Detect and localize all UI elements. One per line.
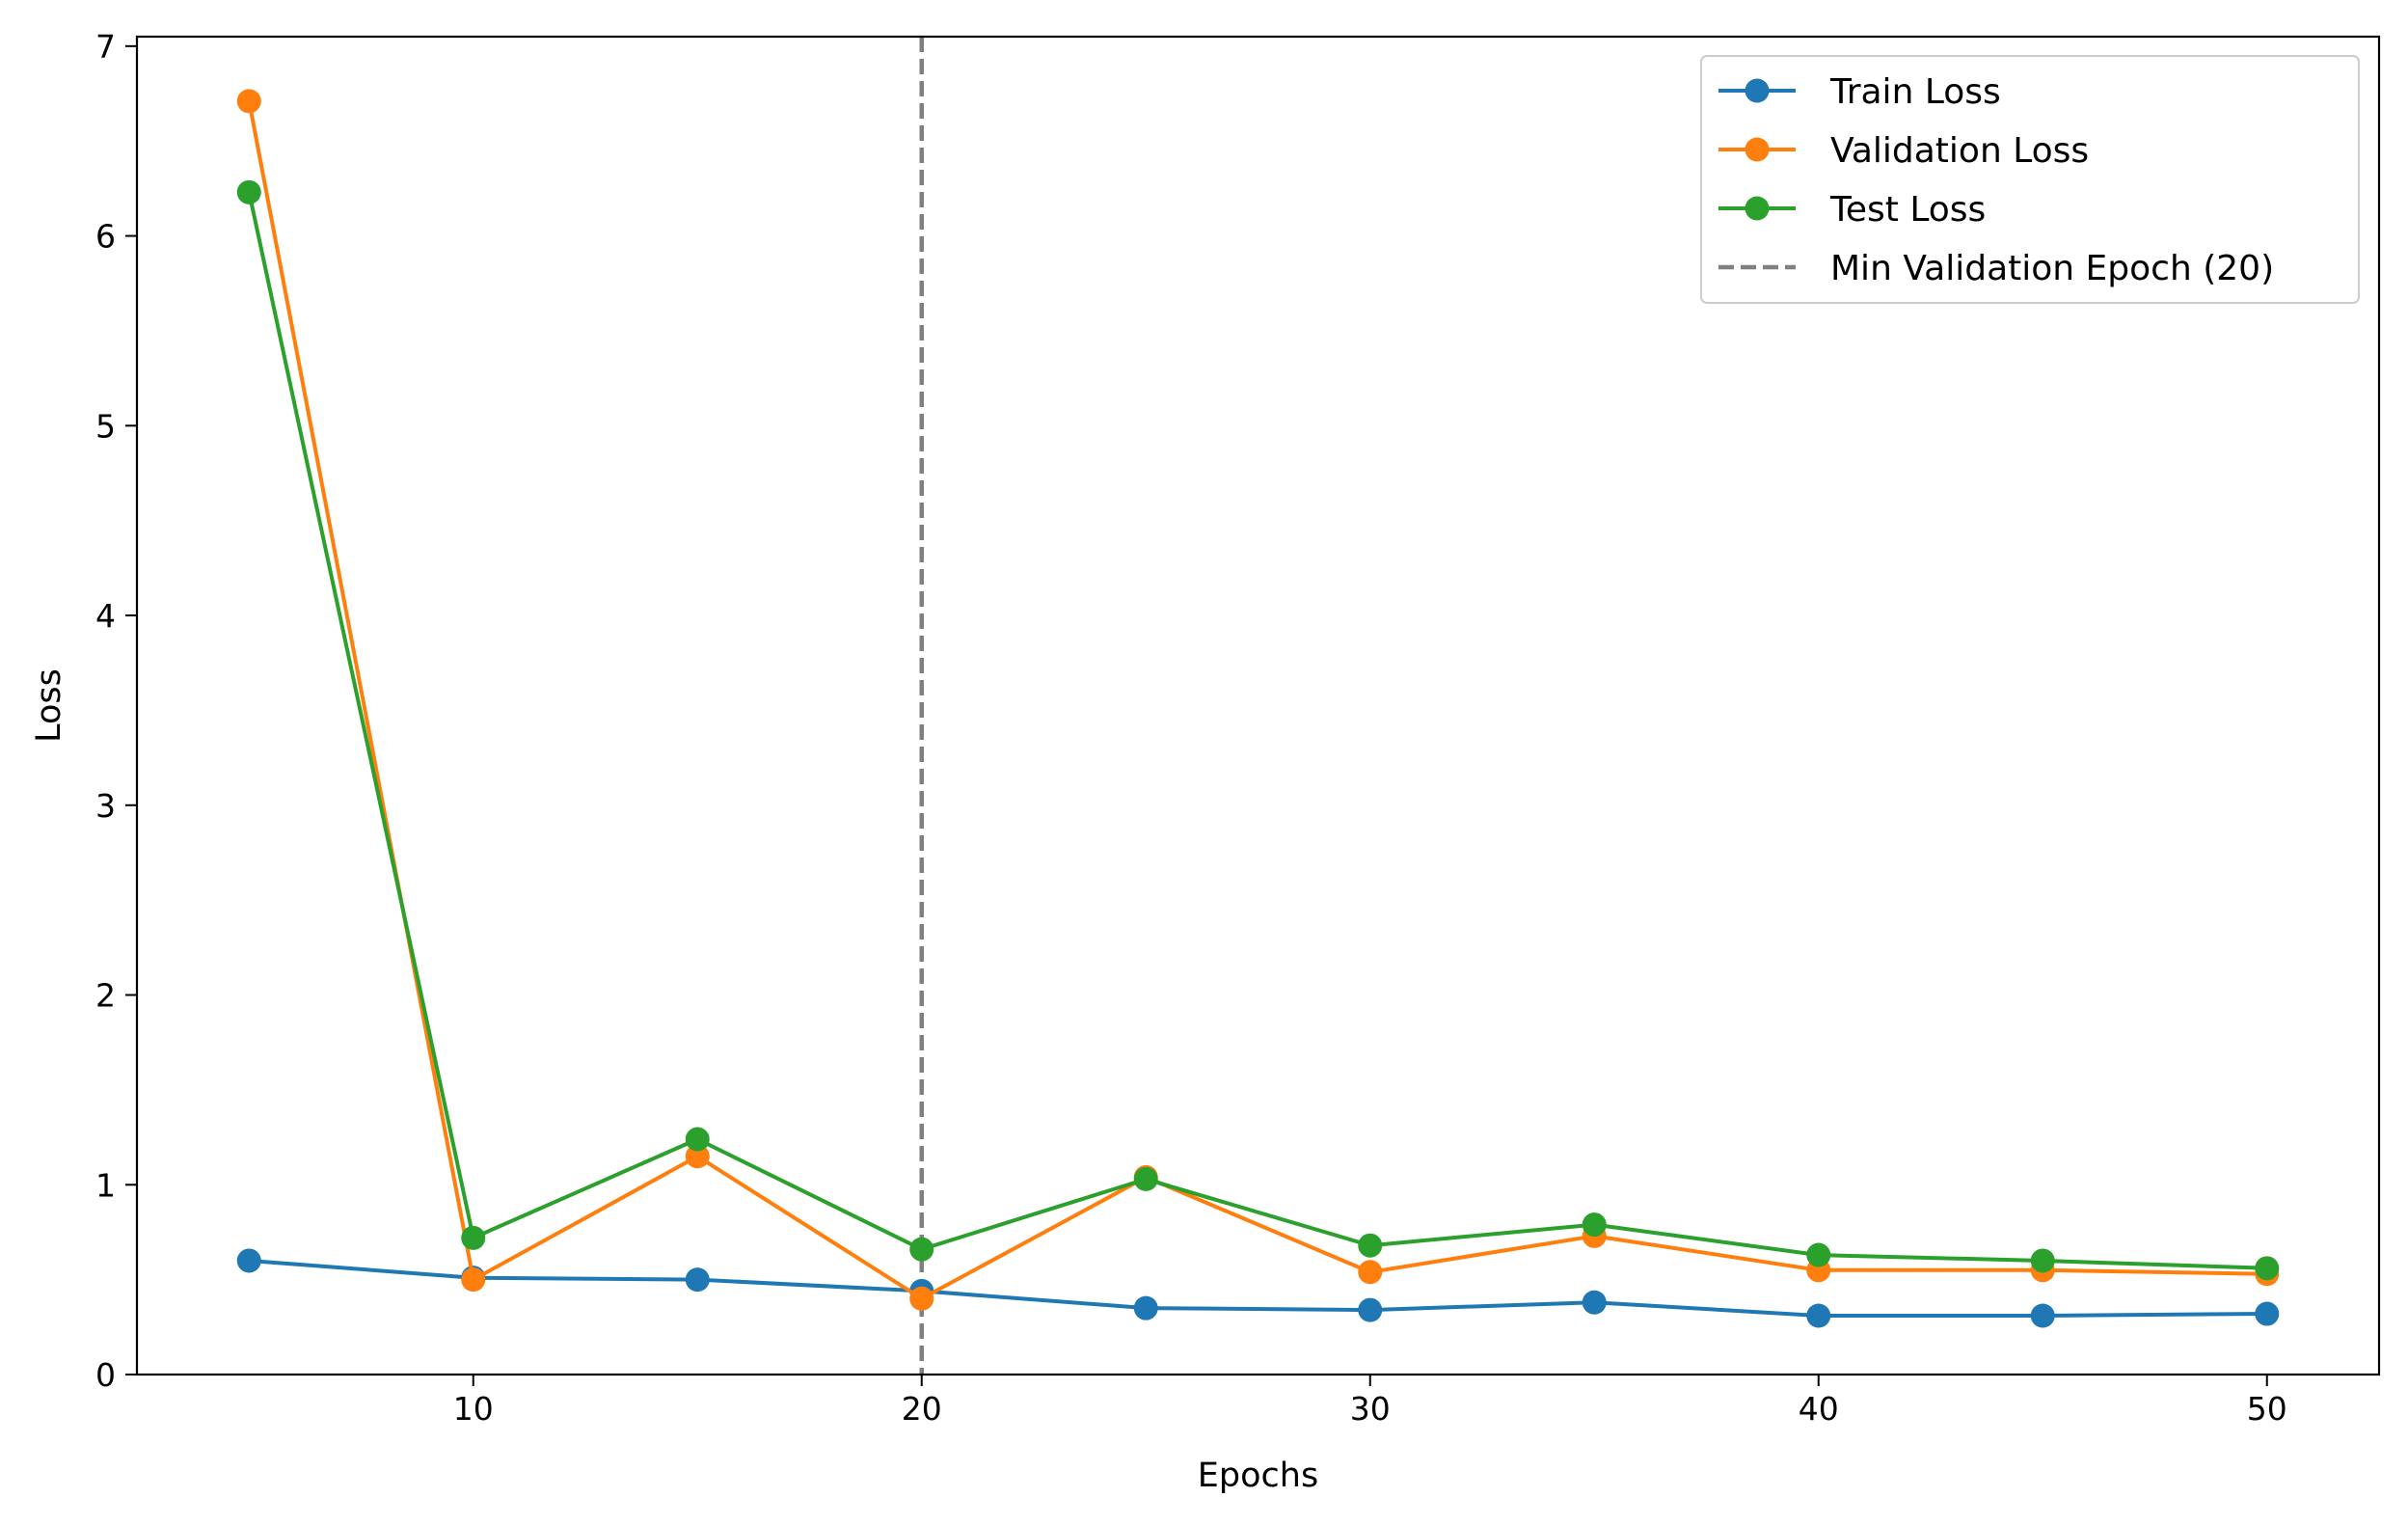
y-tick-label: 1 [95,1166,116,1204]
y-tick-label: 3 [95,787,116,825]
test-loss-point [461,1225,486,1250]
legend-label-train-loss: Train Loss [1829,72,2001,112]
test-loss-point [1582,1212,1607,1238]
train-loss-point [236,1248,261,1273]
test-loss-point [2255,1256,2280,1281]
validation-loss-point [236,89,261,114]
y-tick-label: 5 [95,407,116,445]
x-axis-ticks: 10 20 30 40 50 [453,1375,2287,1428]
validation-loss-point [461,1267,486,1293]
legend-box [1700,55,2360,304]
train-loss-point [685,1267,710,1293]
train-loss-point [1358,1297,1383,1322]
train-loss-point [2030,1303,2055,1328]
y-tick-label: 4 [95,597,116,635]
legend-label-test-loss: Test Loss [1829,190,1986,230]
legend-label-validation-loss: Validation Loss [1830,131,2089,171]
y-tick-label: 7 [95,28,116,66]
y-tick-label: 0 [95,1356,116,1394]
y-axis-label: Loss [30,668,68,743]
train-loss-point [1806,1303,1831,1328]
train-loss-point [1582,1290,1607,1315]
validation-loss-line [247,100,2267,1301]
legend-marker-test-loss [1745,196,1770,221]
x-tick-label: 40 [1799,1390,1839,1428]
train-loss-point [2255,1301,2280,1326]
test-loss-line [247,191,2267,1270]
test-loss-point [1133,1166,1158,1191]
test-loss-point [1358,1233,1383,1258]
test-loss-point [1806,1242,1831,1267]
test-loss-point [236,179,261,204]
legend-marker-train-loss [1745,78,1770,103]
validation-loss-point [909,1286,934,1311]
x-tick-label: 10 [453,1390,494,1428]
legend-marker-validation-loss [1745,137,1770,162]
validation-loss-point [1358,1260,1383,1285]
x-tick-label: 20 [902,1390,942,1428]
train-loss-point [1133,1295,1158,1321]
validation-loss-point [685,1144,710,1169]
x-tick-label: 50 [2247,1390,2287,1428]
y-tick-label: 6 [95,218,116,256]
x-tick-label: 30 [1350,1390,1391,1428]
test-loss-point [2030,1248,2055,1273]
test-loss-point [909,1237,934,1262]
x-axis-label: Epochs [1198,1457,1318,1495]
test-loss-point [685,1127,710,1152]
plot-frame [135,35,2381,1376]
plot-layer [236,37,2280,1375]
legend-label-min-validation-epoch-20-: Min Validation Epoch (20) [1830,249,2274,288]
y-tick-label: 2 [95,977,116,1015]
train-loss-line [249,1259,2267,1318]
y-axis-ticks: 0 1 2 3 4 5 6 7 [95,28,137,1394]
legend: Train Loss Validation Loss Test Loss Min Va… [1700,55,2360,304]
